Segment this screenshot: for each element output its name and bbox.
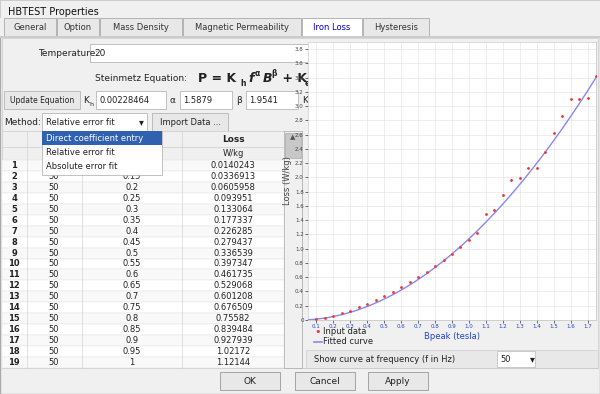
FancyBboxPatch shape [57,18,99,36]
Text: 0.75582: 0.75582 [216,314,250,323]
Text: 0.461735: 0.461735 [213,270,253,279]
FancyBboxPatch shape [363,18,429,36]
Text: 14: 14 [8,303,20,312]
FancyBboxPatch shape [2,346,284,357]
Text: 0.0605958: 0.0605958 [211,183,256,192]
FancyBboxPatch shape [96,91,166,109]
Point [371,297,380,303]
Text: OK: OK [244,377,256,385]
Text: 0.601208: 0.601208 [213,292,253,301]
Text: α: α [170,95,176,104]
FancyBboxPatch shape [4,18,56,36]
Text: 50: 50 [500,355,511,364]
Text: tesla: tesla [122,149,142,158]
Text: 0.95: 0.95 [123,347,141,356]
Text: 5: 5 [11,205,17,214]
Text: 0.8: 0.8 [125,314,139,323]
FancyBboxPatch shape [2,131,302,368]
Text: 19: 19 [8,358,20,367]
Text: 8: 8 [11,238,17,247]
Y-axis label: Loss (W/kg): Loss (W/kg) [283,156,292,205]
Text: 50: 50 [49,347,59,356]
Text: 6: 6 [11,216,17,225]
Text: h: h [89,102,93,106]
Point [523,165,533,171]
X-axis label: Bpeak (tesla): Bpeak (tesla) [424,332,480,341]
Text: Steinmetz Equation:: Steinmetz Equation: [95,74,187,82]
Text: 1.12144: 1.12144 [216,358,250,367]
FancyBboxPatch shape [302,18,362,36]
Text: 17: 17 [8,336,20,345]
Text: Option: Option [64,22,92,32]
Text: Import Data ...: Import Data ... [160,117,221,126]
Text: 0.65: 0.65 [123,281,141,290]
Text: 50: 50 [49,205,59,214]
Text: e: e [305,78,310,87]
Text: •: • [314,327,320,337]
Text: 0.0140243: 0.0140243 [211,161,256,170]
Text: 50: 50 [49,227,59,236]
Text: K: K [302,95,308,104]
Point [405,279,415,285]
Text: 0.3: 0.3 [125,205,139,214]
Point [557,113,567,119]
FancyBboxPatch shape [285,133,301,158]
Text: 0.75: 0.75 [123,303,141,312]
Text: 1: 1 [11,161,17,170]
Text: K: K [83,95,89,104]
Text: 20: 20 [94,48,106,58]
Text: 50: 50 [49,281,59,290]
FancyBboxPatch shape [497,351,535,367]
FancyBboxPatch shape [386,44,496,62]
FancyBboxPatch shape [2,160,284,171]
Text: Relative error fit: Relative error fit [46,117,115,126]
Point [464,237,474,243]
Text: Temperature:: Temperature: [38,48,98,58]
Text: 50: 50 [49,183,59,192]
Text: 18: 18 [8,347,20,356]
FancyBboxPatch shape [306,350,598,368]
Text: e: e [309,102,313,106]
FancyBboxPatch shape [2,324,284,335]
Text: 0.15: 0.15 [123,172,141,181]
Text: 0: 0 [320,95,325,104]
Text: 2: 2 [11,172,17,181]
Text: 50: 50 [49,358,59,367]
Point [447,251,457,257]
Text: 4: 4 [11,194,17,203]
Text: 50: 50 [49,161,59,170]
Text: ▲: ▲ [290,134,296,140]
Text: 0.25: 0.25 [123,194,141,203]
FancyBboxPatch shape [2,204,284,215]
FancyBboxPatch shape [0,36,600,38]
Text: 50: 50 [49,172,59,181]
Point [388,288,398,295]
Text: 13: 13 [8,292,20,301]
Text: 0.133064: 0.133064 [213,205,253,214]
FancyBboxPatch shape [180,91,232,109]
Point [354,304,364,310]
Text: Mass Density: Mass Density [113,22,169,32]
Text: 11: 11 [8,270,20,279]
FancyBboxPatch shape [183,18,301,36]
FancyBboxPatch shape [152,113,228,131]
Point [379,293,389,299]
FancyBboxPatch shape [308,42,596,320]
Point [337,310,347,316]
FancyBboxPatch shape [100,18,182,36]
Text: Direct coefficient entry: Direct coefficient entry [46,134,143,143]
Text: β: β [236,95,242,104]
Text: 0.1: 0.1 [125,161,139,170]
Point [490,207,499,213]
Text: 0.6: 0.6 [125,270,139,279]
Text: Magnetic Permeability: Magnetic Permeability [195,22,289,32]
Text: Loss: Loss [221,134,244,143]
FancyBboxPatch shape [4,91,80,109]
Text: 0.529068: 0.529068 [213,281,253,290]
Text: Absolute error fit: Absolute error fit [46,162,118,171]
Text: α: α [255,69,260,78]
Text: Hysteresis: Hysteresis [374,22,418,32]
Text: Bpeak: Bpeak [116,134,148,143]
FancyBboxPatch shape [317,91,353,109]
